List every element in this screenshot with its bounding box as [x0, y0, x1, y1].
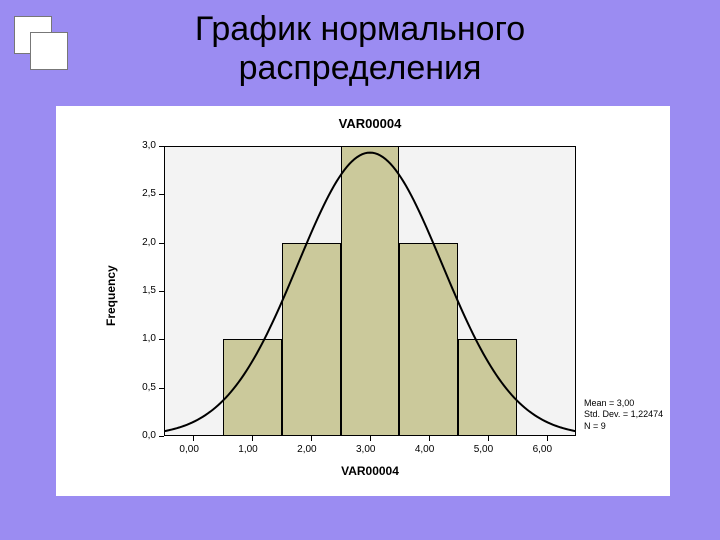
x-tick-label: 6,00	[533, 444, 552, 455]
stats-line: Mean = 3,00	[584, 398, 663, 409]
y-tick-label: 2,5	[142, 188, 156, 199]
x-tick-label: 3,00	[356, 444, 375, 455]
y-tick-label: 0,0	[142, 430, 156, 441]
y-tick-label: 3,0	[142, 140, 156, 151]
y-tick-label: 1,5	[142, 285, 156, 296]
stats-box: Mean = 3,00Std. Dev. = 1,22474N = 9	[584, 398, 663, 432]
slide-title: График нормальногораспределения	[0, 10, 720, 88]
x-tick-label: 1,00	[238, 444, 257, 455]
x-tick-label: 2,00	[297, 444, 316, 455]
chart-panel: VAR00004 Frequency VAR00004 0,00,51,01,5…	[56, 106, 670, 496]
y-tick-label: 2,0	[142, 237, 156, 248]
x-tick-label: 4,00	[415, 444, 434, 455]
x-tick-label: 5,00	[474, 444, 493, 455]
y-tick-label: 0,5	[142, 382, 156, 393]
y-tick-label: 1,0	[142, 333, 156, 344]
x-tick-label: 0,00	[179, 444, 198, 455]
stats-line: N = 9	[584, 421, 663, 432]
stats-line: Std. Dev. = 1,22474	[584, 409, 663, 420]
